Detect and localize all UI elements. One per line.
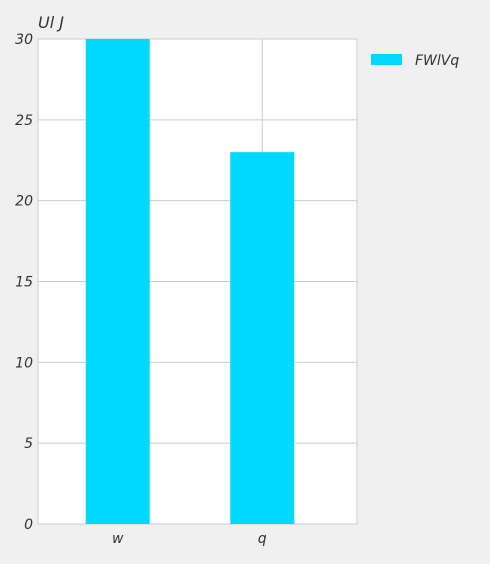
x-tick-label: q — [258, 531, 267, 547]
y-tick-label: 10 — [15, 355, 33, 371]
y-axis-ticks: 0 5 10 15 20 25 30 — [15, 32, 33, 533]
bars — [85, 39, 295, 524]
y-tick-label: 0 — [24, 517, 33, 533]
bar-w — [85, 39, 150, 524]
bar-q — [230, 152, 295, 524]
x-tick-label: w — [112, 531, 124, 547]
y-tick-label: 30 — [15, 32, 33, 48]
y-tick-label: 20 — [15, 194, 33, 210]
legend-label: FWlVq — [415, 53, 459, 69]
y-axis-label: Ul J — [38, 13, 64, 32]
legend-swatch — [371, 54, 402, 65]
y-tick-label: 5 — [24, 436, 33, 452]
legend: FWlVq — [371, 53, 459, 69]
y-tick-label: 25 — [15, 113, 33, 129]
y-tick-label: 15 — [15, 275, 33, 291]
